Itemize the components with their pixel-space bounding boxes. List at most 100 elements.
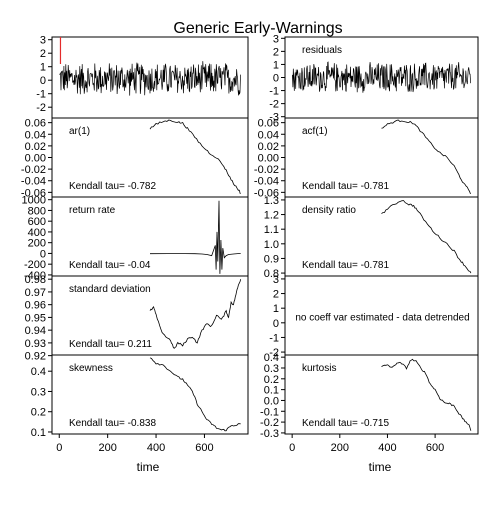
y-tick-label: 0.98 (25, 274, 46, 286)
panel-kurtosis: -0.3-0.2-0.10.00.10.20.30.4 kurtosis Kenda… (260, 352, 479, 454)
y-tick-label: 2 (273, 46, 279, 58)
series-line (292, 61, 471, 93)
y-tick-label: 0.1 (31, 427, 46, 439)
panel-label: standard deviation (69, 284, 151, 295)
panel-frame (51, 354, 249, 435)
kendall-tau-label: Kendall tau= -0.715 (302, 418, 389, 429)
y-tick-label: 0.97 (25, 287, 46, 299)
y-tick-label: 1 (273, 303, 279, 315)
x-tick-label: 600 (426, 442, 444, 454)
y-tick-label: 0.3 (31, 386, 46, 398)
y-tick-label: 0.06 (25, 118, 46, 130)
kendall-tau-label: Kendall tau= -0.838 (69, 418, 156, 429)
y-tick-label: 0 (273, 73, 279, 85)
x-tick-label: 200 (331, 442, 349, 454)
y-tick-label: -0.06 (21, 187, 46, 199)
panel-label: density ratio (302, 205, 356, 216)
y-tick-label: 1000 (22, 195, 46, 207)
y-tick-label: -1 (269, 86, 279, 98)
panel-std: 0.920.930.940.950.960.970.98 standard dev… (25, 274, 249, 363)
y-tick-label: 0.96 (25, 300, 46, 312)
y-tick-label: 0.2 (31, 407, 46, 419)
y-tick-label: -3 (269, 112, 279, 124)
y-tick-label: 2 (40, 48, 46, 60)
y-tick-label: 0.02 (25, 141, 46, 153)
y-tick-label: -0.1 (260, 406, 279, 418)
y-tick-label: -0.06 (254, 187, 279, 199)
y-tick-label: 3 (40, 35, 46, 47)
y-tick-label: 1 (40, 62, 46, 74)
series-line (149, 279, 242, 349)
panel-label: kurtosis (302, 363, 336, 374)
series-line (59, 61, 241, 96)
y-tick-label: 0 (40, 248, 46, 260)
panel-label: ar(1) (69, 126, 90, 137)
y-tick-label: 0.2 (264, 374, 279, 386)
kendall-tau-label: Kendall tau= 0.211 (69, 339, 152, 350)
y-tick-label: 0.06 (258, 118, 279, 130)
y-tick-label: 0.3 (264, 363, 279, 375)
y-tick-label: -2 (269, 347, 279, 359)
panel-ar1: -0.06-0.04-0.020.000.020.040.06 ar(1) Kend… (21, 117, 249, 199)
series-line (381, 200, 472, 274)
panels-group: -2-10123-3-2-10123residuals-0.06-0.04-0.… (21, 33, 479, 454)
y-tick-label: 0.95 (25, 312, 46, 324)
y-tick-label: 0.9 (264, 253, 279, 265)
y-tick-label: 1.3 (264, 195, 279, 207)
x-tick-label: 400 (378, 442, 396, 454)
series-line (149, 200, 241, 274)
y-tick-label: -2 (36, 102, 46, 114)
y-tick-label: -0.3 (260, 428, 279, 440)
y-tick-label: 0.92 (25, 351, 46, 363)
panel-message: no coeff var estimated - data detrended (295, 313, 469, 324)
panel-label: acf(1) (302, 126, 328, 137)
y-tick-label: 3 (273, 33, 279, 45)
x-axis-title-left: time (137, 460, 160, 474)
y-tick-label: -400 (24, 270, 46, 282)
panel-skewness: 0.1 0.2 0.3 0.4 skewness Kendall tau= -0.838 0… (31, 354, 249, 454)
y-tick-label: 200 (28, 238, 46, 250)
y-tick-label: 0.8 (264, 268, 279, 280)
series-line (381, 119, 471, 194)
y-tick-label: 1.1 (264, 224, 279, 236)
panel-label: residuals (302, 45, 342, 56)
y-tick-label: -1 (269, 332, 279, 344)
panel-density_ratio: 0.8 0.9 1.0 1.1 1.2 1.3 density ratio Kendall t… (264, 195, 479, 280)
panel-label: return rate (69, 205, 116, 216)
y-tick-label: 0.4 (31, 366, 46, 378)
panel-frame (284, 354, 479, 435)
x-tick-label: 600 (195, 442, 213, 454)
y-tick-label: 3 (273, 274, 279, 286)
series-line (381, 358, 472, 431)
kendall-tau-label: Kendall tau= -0.04 (69, 260, 151, 271)
y-tick-label: -200 (24, 259, 46, 271)
y-tick-label: 0.94 (25, 325, 46, 337)
panel-label: skewness (69, 363, 113, 374)
y-tick-label: 1.0 (264, 239, 279, 251)
series-line (149, 357, 241, 432)
y-tick-label: 0.04 (258, 129, 279, 141)
x-tick-label: 200 (98, 442, 116, 454)
kendall-tau-label: Kendall tau= -0.782 (69, 181, 156, 192)
y-tick-label: 0.0 (264, 395, 279, 407)
y-tick-label: 400 (28, 227, 46, 239)
x-tick-label: 400 (147, 442, 165, 454)
panel-residuals: -3-2-10 123 residuals (269, 33, 479, 124)
x-tick-label: 0 (56, 442, 62, 454)
y-tick-label: 600 (28, 216, 46, 228)
y-tick-label: 0.00 (25, 153, 46, 165)
y-tick-label: 1 (273, 59, 279, 71)
y-tick-label: 800 (28, 205, 46, 217)
chart-title: Generic Early-Warnings (173, 20, 342, 37)
y-tick-label: 0 (40, 75, 46, 87)
y-tick-label: -0.02 (21, 164, 46, 176)
y-tick-label: 0 (273, 318, 279, 330)
series-line (149, 119, 241, 194)
y-tick-label: -0.04 (21, 176, 46, 188)
y-tick-label: 0.00 (258, 153, 279, 165)
kendall-tau-label: Kendall tau= -0.781 (302, 181, 389, 192)
kendall-tau-label: Kendall tau= -0.781 (302, 260, 389, 271)
y-tick-label: -0.02 (254, 164, 279, 176)
